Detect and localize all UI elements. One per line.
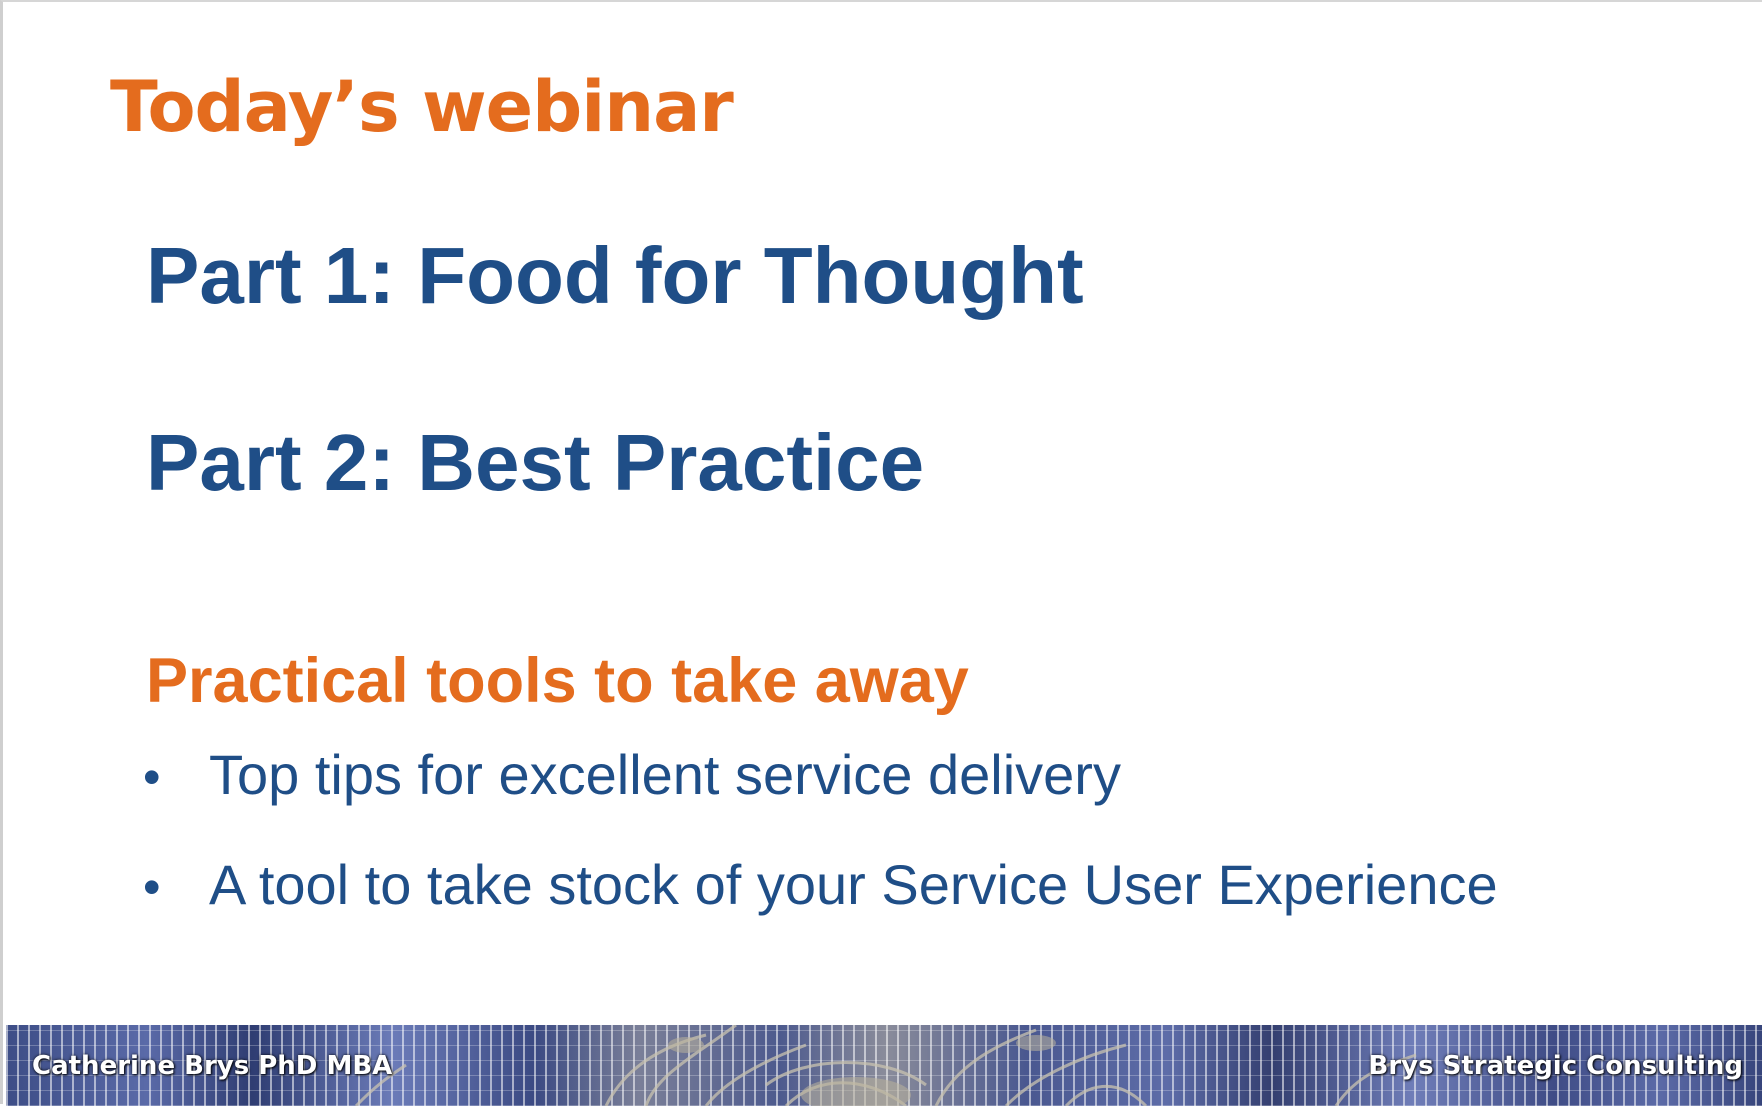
slide-title: Today’s webinar — [110, 66, 734, 148]
bullet-text: Top tips for excellent service delivery — [209, 743, 1121, 806]
tools-heading: Practical tools to take away — [146, 646, 969, 716]
bullet-text: A tool to take stock of your Service Use… — [209, 853, 1498, 916]
footer-author: Catherine Brys PhD MBA — [32, 1051, 393, 1081]
part-1-heading: Part 1: Food for Thought — [146, 231, 1084, 320]
bullet-icon: • — [143, 749, 161, 805]
footer-company: Brys Strategic Consulting — [1368, 1051, 1744, 1081]
sculpture-decoration — [354, 1025, 1417, 1106]
bullet-icon: • — [143, 859, 161, 915]
part-2-heading: Part 2: Best Practice — [146, 418, 925, 507]
footer-banner-image: Catherine Brys PhD MBA Brys Strategic Co… — [6, 1025, 1762, 1106]
